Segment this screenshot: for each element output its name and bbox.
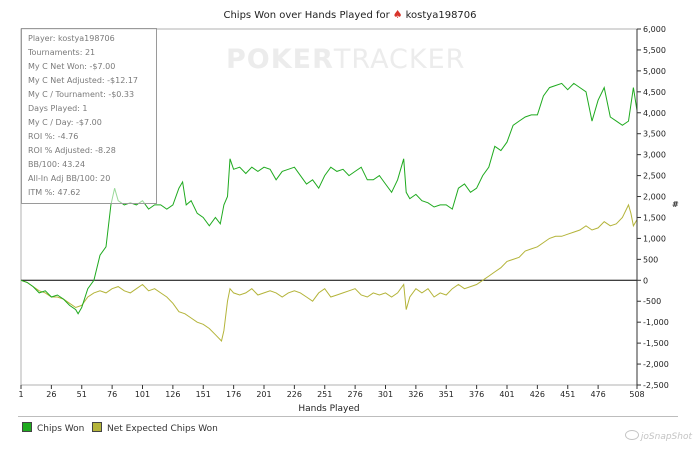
pokertracker-watermark: POKERTRACKER (226, 44, 465, 75)
y-tick-label: 3,500 (643, 130, 666, 139)
legend-label-net-expected: Net Expected Chips Won (107, 424, 218, 434)
y-tick-label: -2,000 (643, 360, 669, 369)
stats-row: ROI %: -4.76 (28, 132, 79, 141)
legend-item-net-expected[interactable]: Net Expected Chips Won (92, 422, 218, 434)
legend-label-chips-won: Chips Won (37, 424, 85, 434)
x-tick-label: 376 (469, 390, 484, 399)
x-tick-label: 251 (317, 390, 332, 399)
x-tick-label: 51 (77, 390, 87, 399)
stats-row: My C Net Won: -$7.00 (28, 62, 116, 71)
x-tick-label: 76 (107, 390, 117, 399)
chart-title-text: Chips Won over Hands Played for (223, 10, 390, 21)
y-tick-label: -500 (643, 297, 661, 306)
stats-row: ROI % Adjusted: -8.28 (28, 146, 116, 155)
x-tick-label: 176 (226, 390, 241, 399)
y-tick-label: -1,500 (643, 339, 669, 348)
y-tick-label: 1,500 (643, 213, 666, 222)
y-axis: 6,000 5,500 5,000 4,500 4,000 3,500 3,000 2,500… (636, 25, 669, 390)
stats-row: Days Played: 1 (28, 104, 88, 113)
y-tick-label: -2,500 (643, 381, 669, 390)
y-tick-label: 5,000 (643, 67, 666, 76)
x-tick-label: 151 (196, 390, 211, 399)
watermark-part2: TRACKER (333, 44, 466, 75)
x-tick-label: 201 (256, 390, 271, 399)
stats-row: Tournaments: 21 (28, 48, 96, 57)
y-tick-label: 3,000 (643, 151, 666, 160)
y-axis-title: # (672, 200, 679, 209)
legend-swatch-net-expected (92, 422, 102, 432)
y-tick-label: 1,000 (643, 234, 666, 243)
watermark-part1: POKER (226, 44, 334, 75)
x-tick-label: 451 (560, 390, 575, 399)
x-axis-title: Hands Played (298, 404, 359, 414)
legend: Chips Won Net Expected Chips Won (18, 416, 678, 435)
x-tick-label: 401 (499, 390, 514, 399)
x-tick-label: 508 (629, 390, 644, 399)
legend-swatch-chips-won (22, 422, 32, 432)
stats-row: All-In Adj BB/100: 20 (28, 174, 111, 183)
stats-row: My C Net Adjusted: -$12.17 (28, 76, 139, 85)
x-tick-label: 426 (530, 390, 545, 399)
x-axis: 1 26 51 76 101 126 151 176 201 226 251 276 301 326 351… (18, 385, 645, 399)
stats-row: Player: kostya198706 (28, 34, 115, 43)
stats-row: My C / Tournament: -$0.33 (28, 90, 135, 99)
spade-icon: ♠ (392, 8, 403, 21)
snap-logo-text: joSnapShot (640, 432, 692, 442)
x-tick-label: 1 (18, 390, 23, 399)
jsnapshot-logo: joSnapShot (624, 430, 692, 442)
y-tick-label: 4,000 (643, 109, 666, 118)
x-tick-label: 26 (46, 390, 56, 399)
x-tick-label: 326 (408, 390, 423, 399)
chart-title-player: kostya198706 (405, 10, 477, 21)
x-tick-label: 276 (347, 390, 362, 399)
stats-box: Player: kostya198706 Tournaments: 21 My C … (21, 28, 157, 204)
y-tick-label: 2,000 (643, 193, 666, 202)
y-tick-label: 6,000 (643, 25, 666, 34)
x-tick-label: 301 (378, 390, 393, 399)
stats-row: My C / Day: -$7.00 (28, 118, 102, 127)
chart-title: Chips Won over Hands Played for ♠ kostya19… (0, 8, 700, 21)
y-tick-label: -1,000 (643, 318, 669, 327)
stats-row: BB/100: 43.24 (28, 160, 86, 169)
x-tick-label: 351 (439, 390, 454, 399)
x-tick-label: 226 (287, 390, 302, 399)
net-expected-chips-line (20, 203, 638, 343)
y-tick-label: 2,500 (643, 172, 666, 181)
y-tick-label: 4,500 (643, 88, 666, 97)
legend-item-chips-won[interactable]: Chips Won (22, 422, 84, 434)
y-tick-label: 5,500 (643, 46, 666, 55)
x-tick-label: 101 (135, 390, 150, 399)
y-tick-label: 500 (643, 255, 658, 264)
x-tick-label: 476 (590, 390, 605, 399)
x-tick-label: 126 (165, 390, 180, 399)
stats-row: ITM %: 47.62 (28, 188, 81, 197)
y-tick-label: 0 (643, 276, 648, 285)
camera-icon (624, 430, 639, 440)
